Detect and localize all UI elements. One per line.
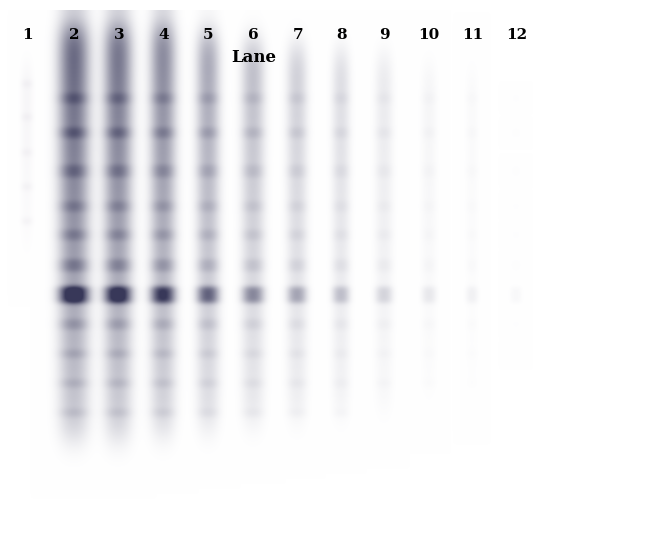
Text: 8: 8 bbox=[336, 28, 346, 43]
Text: 10: 10 bbox=[419, 28, 439, 43]
Text: 6: 6 bbox=[248, 28, 259, 43]
Text: 11: 11 bbox=[462, 28, 483, 43]
Text: 5: 5 bbox=[203, 28, 213, 43]
Text: Lane: Lane bbox=[231, 49, 276, 66]
Text: 1: 1 bbox=[23, 28, 33, 43]
Text: 4: 4 bbox=[159, 28, 169, 43]
Text: 9: 9 bbox=[380, 28, 390, 43]
Text: 12: 12 bbox=[506, 28, 527, 43]
Text: 2: 2 bbox=[70, 28, 80, 43]
Text: 7: 7 bbox=[292, 28, 303, 43]
Text: 3: 3 bbox=[114, 28, 124, 43]
